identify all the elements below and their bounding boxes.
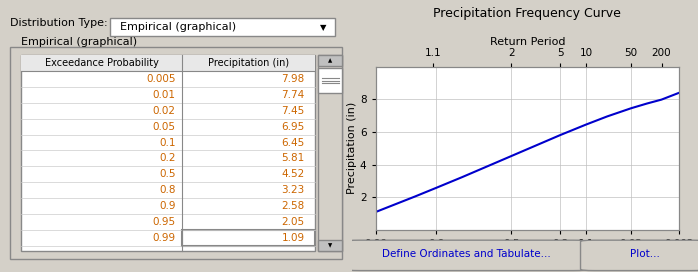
FancyBboxPatch shape [581,240,698,271]
Text: 2.05: 2.05 [281,217,304,227]
Text: 0.02: 0.02 [153,106,176,116]
Text: 5.81: 5.81 [281,153,304,163]
Text: 2.58: 2.58 [281,201,304,211]
Bar [318,55,342,251]
X-axis label: Exceedance Probability: Exceedance Probability [463,252,592,262]
Text: 0.01: 0.01 [153,89,176,100]
Bar [110,18,335,36]
Text: ▼: ▼ [320,23,327,32]
Text: ▼: ▼ [328,243,332,248]
Text: 0.5: 0.5 [159,169,176,180]
Bar [318,240,342,251]
Text: Distribution Type:: Distribution Type: [10,18,108,28]
Text: ▲: ▲ [328,58,332,63]
Bar [318,55,342,66]
Bar [10,47,342,259]
Text: Empirical (graphical): Empirical (graphical) [21,37,137,47]
Text: 1.09: 1.09 [281,233,304,243]
Text: 0.05: 0.05 [153,122,176,132]
Text: 0.99: 0.99 [152,233,176,243]
Text: 6.95: 6.95 [281,122,304,132]
Text: 0.95: 0.95 [152,217,176,227]
FancyBboxPatch shape [346,240,588,271]
Text: 3.23: 3.23 [281,186,304,195]
Text: Exceedance Probability: Exceedance Probability [45,58,158,68]
Text: 0.005: 0.005 [146,74,176,84]
Text: 7.74: 7.74 [281,89,304,100]
Text: Precipitation Frequency Curve: Precipitation Frequency Curve [433,7,621,20]
Text: 6.45: 6.45 [281,138,304,147]
Y-axis label: Precipitation (in): Precipitation (in) [347,102,357,194]
Bar [21,55,315,71]
Text: Define Ordinates and Tabulate...: Define Ordinates and Tabulate... [382,249,551,259]
Text: 0.8: 0.8 [159,186,176,195]
Bar [182,230,315,246]
Text: Precipitation (in): Precipitation (in) [208,58,289,68]
Text: Plot...: Plot... [630,249,660,259]
Bar [21,55,315,251]
Text: 0.1: 0.1 [159,138,176,147]
Bar [318,69,342,94]
Text: 7.45: 7.45 [281,106,304,116]
Text: 7.98: 7.98 [281,74,304,84]
Text: 0.9: 0.9 [159,201,176,211]
Text: Empirical (graphical): Empirical (graphical) [120,22,236,32]
Text: 0.2: 0.2 [159,153,176,163]
Text: 4.52: 4.52 [281,169,304,180]
X-axis label: Return Period: Return Period [489,37,565,47]
